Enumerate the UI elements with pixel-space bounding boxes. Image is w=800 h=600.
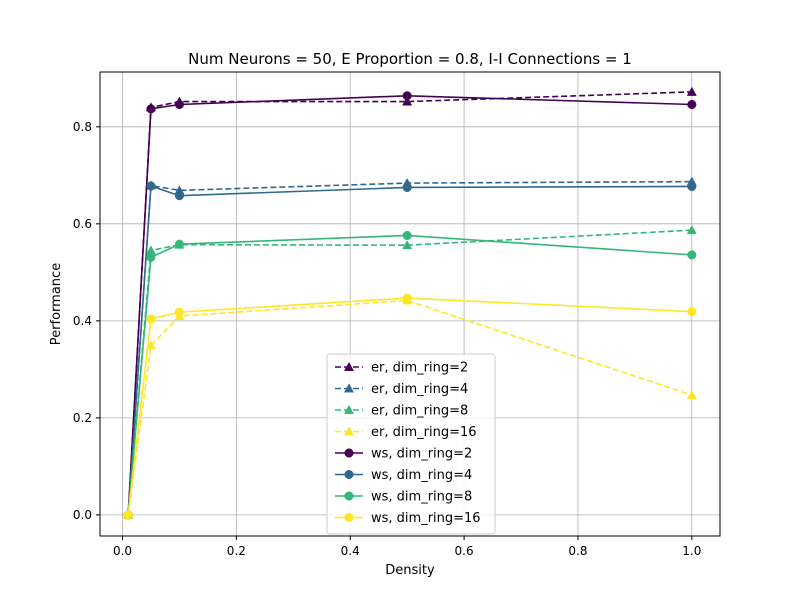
- chart-title: Num Neurons = 50, E Proportion = 0.8, I-…: [188, 50, 632, 68]
- data-point: [174, 99, 184, 110]
- x-tick-label: 0.6: [455, 544, 474, 558]
- legend-marker: [343, 361, 355, 371]
- data-point: [402, 91, 412, 101]
- legend-marker: [343, 426, 355, 436]
- x-axis-label: Density: [385, 563, 435, 578]
- data-point: [686, 225, 697, 235]
- legend-label: er, dim_ring=2: [371, 361, 468, 376]
- y-axis: 0.0 0.2 0.4 0.6 0.8: [73, 120, 100, 522]
- x-tick-label: 0.4: [341, 544, 360, 558]
- data-point: [686, 86, 697, 96]
- legend-label: ws, dim_ring=4: [371, 468, 472, 483]
- legend-item: ws, dim_ring=16: [335, 511, 481, 526]
- legend-label: er, dim_ring=16: [371, 425, 477, 440]
- legend-marker: [344, 491, 354, 501]
- data-point: [687, 250, 697, 260]
- legend-item: er, dim_ring=16: [335, 425, 477, 440]
- legend-marker: [344, 448, 354, 458]
- data-point: [402, 182, 412, 193]
- legend-item: ws, dim_ring=8: [335, 490, 472, 505]
- x-tick-label: 0.8: [568, 544, 587, 558]
- x-tick-label: 0.2: [227, 544, 246, 558]
- y-tick-label: 0.4: [73, 314, 92, 328]
- data-point: [146, 181, 156, 191]
- data-point: [174, 239, 184, 249]
- data-point: [402, 293, 412, 303]
- legend-label: ws, dim_ring=8: [371, 490, 472, 505]
- x-tick-label: 0.0: [113, 544, 132, 558]
- y-tick-label: 0.0: [73, 508, 92, 522]
- legend-item: er, dim_ring=4: [335, 382, 468, 397]
- legend-label: ws, dim_ring=16: [371, 511, 481, 526]
- legend-marker: [343, 383, 355, 393]
- data-point: [146, 314, 156, 324]
- data-point: [123, 510, 133, 520]
- data-point: [402, 230, 412, 241]
- series-layer: [123, 86, 697, 520]
- legend-label: ws, dim_ring=2: [371, 447, 472, 462]
- data-point: [687, 307, 697, 317]
- data-point: [687, 181, 697, 192]
- legend-marker: [344, 469, 354, 480]
- y-tick-label: 0.6: [73, 217, 92, 231]
- legend-item: ws, dim_ring=4: [335, 468, 472, 483]
- data-point: [146, 104, 156, 114]
- legend-marker: [343, 404, 355, 414]
- legend-box: [326, 353, 496, 535]
- plot-frame: [99, 71, 721, 537]
- data-point: [146, 252, 156, 262]
- legend-label: er, dim_ring=8: [371, 404, 468, 419]
- data-point: [687, 99, 697, 110]
- legend-item: ws, dim_ring=2: [335, 447, 472, 462]
- data-point: [686, 389, 697, 400]
- data-point: [174, 307, 184, 317]
- legend-marker: [344, 512, 354, 523]
- y-axis-label: Performance: [49, 263, 64, 345]
- x-axis: 0.0 0.2 0.4 0.6 0.8 1.0: [113, 536, 701, 558]
- legend-label: er, dim_ring=4: [371, 382, 468, 397]
- y-tick-label: 0.2: [73, 411, 92, 425]
- data-point: [174, 191, 184, 201]
- y-tick-label: 0.8: [73, 120, 92, 134]
- series-ws-dim-ring-8: [123, 230, 697, 520]
- x-tick-label: 1.0: [682, 544, 701, 558]
- legend-item: er, dim_ring=8: [335, 404, 468, 419]
- legend-item: er, dim_ring=2: [335, 361, 468, 376]
- data-point: [402, 240, 413, 250]
- series-ws-dim-ring-16: [123, 293, 697, 520]
- legend: er, dim_ring=2 er, dim_ring=4 er, dim_ring…: [326, 353, 496, 535]
- data-point: [402, 96, 413, 106]
